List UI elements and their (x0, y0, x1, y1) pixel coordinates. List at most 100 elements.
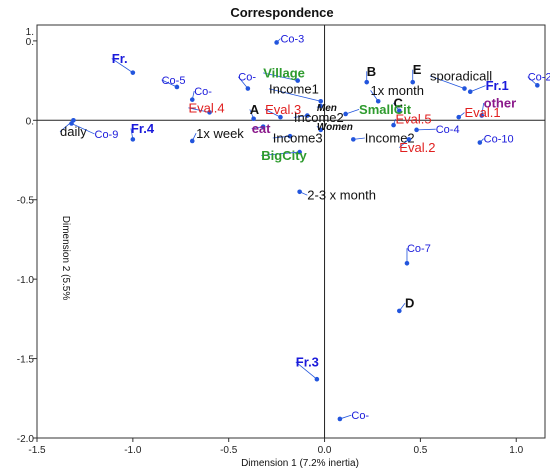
data-point (189, 97, 195, 102)
point-label: B (367, 64, 376, 79)
chart-title: Correspondence (230, 5, 333, 20)
leader-line (295, 361, 318, 380)
data-point (375, 98, 381, 104)
point-label: Co-3 (280, 33, 304, 45)
point-label: 2-3 x month (307, 188, 376, 203)
data-point (260, 124, 266, 129)
data-point (397, 308, 402, 314)
point-label: SmallCit (359, 102, 412, 117)
point-label: BigCity (261, 148, 307, 163)
data-point (397, 108, 402, 114)
point-label: Co- (238, 72, 256, 84)
data-point (535, 83, 540, 88)
data-point (462, 86, 467, 91)
data-point (130, 137, 136, 142)
data-point (295, 78, 301, 83)
point-label: A (250, 102, 260, 117)
x-tick-label: -1.5 (28, 445, 46, 456)
leader-line (470, 85, 486, 93)
data-point (467, 89, 473, 95)
data-point (406, 137, 412, 142)
x-axis-ticks: -1.5 -1.0 -0.5 0.0 0.5 1.0 (28, 438, 524, 456)
point-label: sporadicall (430, 69, 492, 84)
y-tick-label: -2.0 (17, 434, 35, 445)
y-tick-label-top: 1. (26, 27, 34, 38)
x-axis-label: Dimension 1 (7.2% inertia) (241, 458, 359, 469)
point-label: Fr.3 (296, 355, 319, 370)
leader-line (111, 58, 134, 73)
point-label: 1x week (196, 126, 244, 141)
point-label: Income1 (269, 81, 319, 96)
data-point (287, 133, 293, 139)
data-point (314, 376, 320, 382)
point-label: Co- (194, 86, 212, 98)
point-label: Eval.4 (188, 100, 224, 115)
point-label: Co-5 (162, 75, 186, 87)
y-axis-label: Dimension 2 (5.5% (60, 216, 71, 301)
point-label: Co-7 (407, 243, 431, 255)
x-tick-label: 1.0 (509, 445, 523, 456)
data-point (404, 260, 410, 266)
point-label: D (405, 296, 414, 311)
data-point (410, 79, 416, 85)
y-tick-label: -1.5 (17, 355, 35, 366)
data-point (343, 111, 348, 117)
point-label: other (484, 96, 517, 111)
data-point (318, 98, 324, 104)
data-point (189, 138, 195, 144)
data-point (69, 121, 74, 126)
point-label: Eval.1 (464, 105, 500, 120)
data-point (456, 114, 462, 120)
data-point (318, 127, 324, 133)
leader-line (264, 109, 281, 118)
y-tick-label: -1.0 (17, 275, 35, 286)
point-label: Co-2 (528, 72, 550, 84)
point-label: Eval.3 (265, 102, 301, 117)
data-point (297, 189, 302, 195)
data-point (297, 149, 302, 155)
point-label: Men (317, 103, 337, 114)
data-point (278, 114, 283, 120)
point-label: E (413, 62, 422, 77)
leader-line (345, 109, 360, 115)
point-label: Co-10 (484, 134, 514, 146)
data-point (251, 116, 256, 122)
y-tick-label: -0.5 (17, 196, 35, 207)
x-tick-label: 0.5 (413, 445, 427, 456)
leader-line (237, 76, 249, 89)
point-label: Income2 (365, 131, 415, 146)
data-point (351, 137, 356, 142)
y-tick-label: 0. (26, 37, 34, 48)
point-label: Fr.4 (131, 121, 155, 136)
data-point (414, 127, 419, 133)
point-label: Eval.2 (399, 140, 435, 155)
reference-lines (37, 25, 545, 438)
point-label: Income2 (294, 110, 344, 125)
point-label: Co-4 (436, 124, 460, 136)
y-tick-label: 0. (26, 116, 34, 127)
data-point (364, 79, 370, 85)
leader-line (429, 75, 465, 89)
point-label: eat (252, 121, 271, 136)
data-point (130, 70, 136, 75)
leader-line (263, 72, 298, 81)
point-label: Fr.1 (486, 78, 509, 93)
data-point (391, 122, 396, 128)
point-label: Co-9 (95, 129, 119, 141)
point-label: daily (60, 124, 87, 139)
point-label: Women (317, 122, 353, 133)
leader-line (268, 88, 321, 102)
data-point (207, 110, 212, 115)
leader-line (161, 79, 178, 88)
point-label: C (394, 96, 404, 111)
point-label: Eval.5 (395, 111, 431, 126)
data-point (337, 416, 343, 422)
data-point (479, 113, 485, 118)
leader-line (188, 107, 210, 113)
data-point (274, 40, 279, 45)
data-point (477, 140, 483, 145)
leader-line (272, 135, 291, 139)
